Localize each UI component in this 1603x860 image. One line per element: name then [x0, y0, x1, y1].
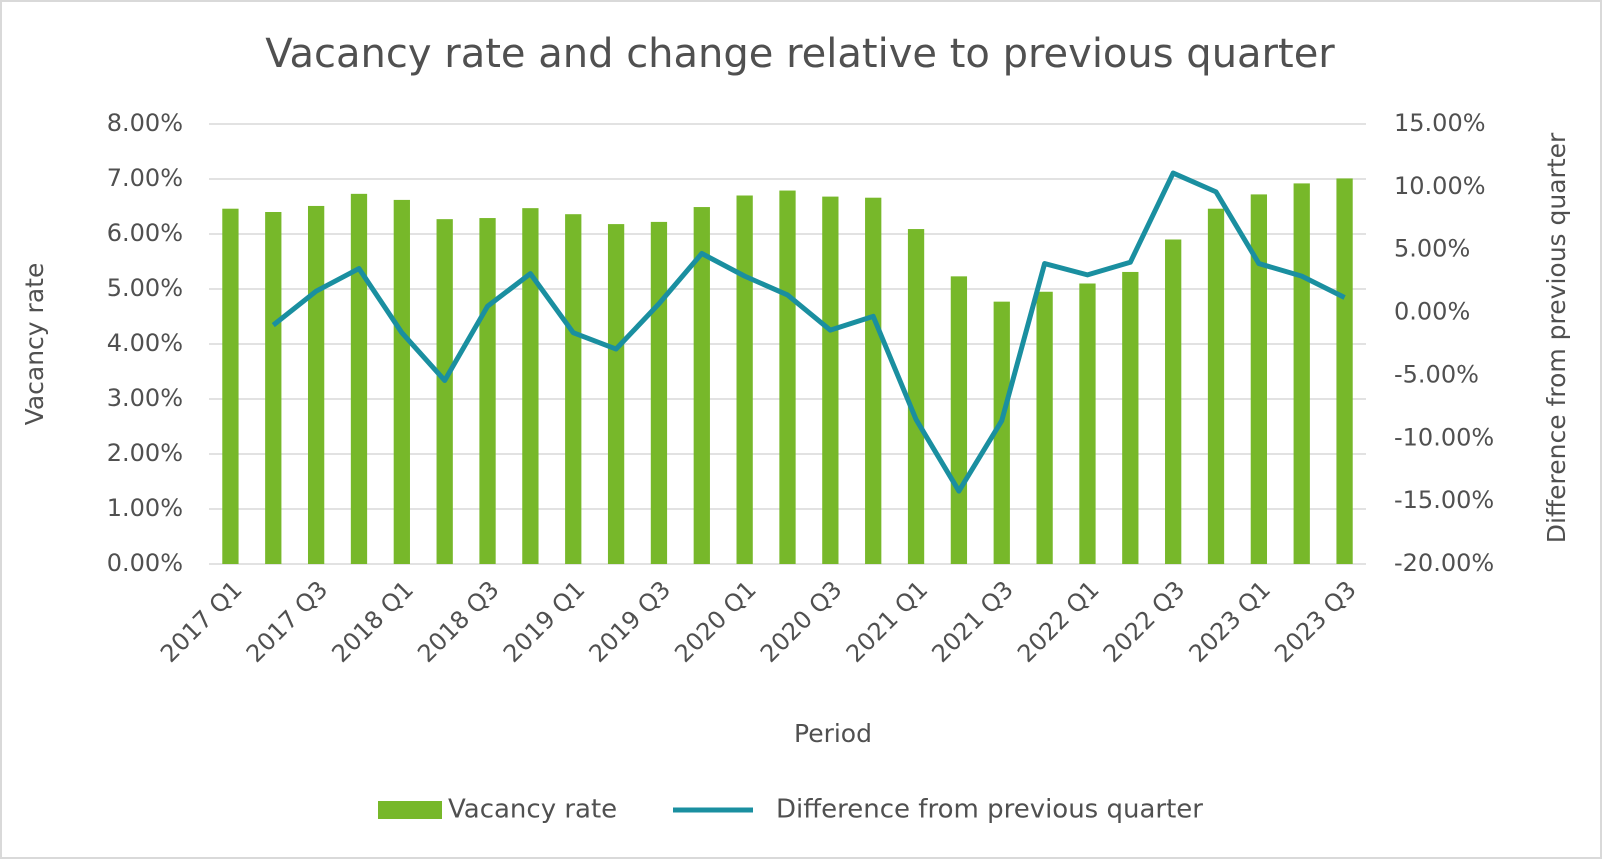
y-tick-label: 0.00% [107, 549, 183, 577]
bar [222, 208, 239, 564]
y2-tick-label: 15.00% [1394, 109, 1486, 137]
chart-title: Vacancy rate and change relative to prev… [265, 31, 1335, 77]
x-axis-title: Period [794, 719, 872, 748]
legend-label: Difference from previous quarter [776, 795, 1203, 825]
bar [479, 218, 496, 565]
bar [1207, 208, 1225, 564]
y2-tick-label: -20.00% [1394, 549, 1494, 577]
bar [1250, 194, 1268, 564]
y2-tick-label: 0.00% [1394, 298, 1470, 326]
bar [822, 196, 839, 564]
bar [1036, 291, 1053, 564]
y-axis-title: Vacancy rate [20, 263, 49, 426]
bar [436, 219, 453, 564]
bar [393, 199, 410, 564]
bar [607, 224, 625, 564]
bar [1336, 178, 1353, 564]
bar [650, 221, 668, 564]
bar [522, 208, 539, 564]
y2-axis-title: Difference from previous quarter [1542, 132, 1571, 543]
y-tick-label: 3.00% [107, 384, 183, 412]
bar [1165, 239, 1182, 564]
bar [736, 195, 753, 564]
y2-tick-label: 10.00% [1394, 172, 1486, 200]
bar [865, 197, 882, 564]
bar [693, 207, 710, 565]
y2-tick-label: 5.00% [1394, 235, 1470, 263]
bar [950, 276, 968, 564]
bar [993, 301, 1010, 564]
bar [1293, 183, 1310, 564]
bar [907, 229, 925, 565]
y2-tick-label: -5.00% [1394, 360, 1479, 388]
bar [779, 190, 796, 565]
y-tick-label: 5.00% [107, 274, 183, 302]
bar [1079, 283, 1096, 564]
bar [265, 212, 282, 564]
legend-swatch [378, 801, 442, 819]
y-tick-label: 2.00% [107, 439, 183, 467]
y2-tick-label: -15.00% [1394, 486, 1494, 514]
bar [350, 193, 368, 564]
line [271, 170, 1346, 494]
y-tick-label: 6.00% [107, 219, 183, 247]
bar [565, 214, 582, 564]
y-tick-label: 7.00% [107, 164, 183, 192]
y2-tick-label: -10.00% [1394, 423, 1494, 451]
bar [1122, 271, 1139, 564]
bar [307, 205, 325, 564]
y-tick-label: 8.00% [107, 109, 183, 137]
y-tick-label: 4.00% [107, 329, 183, 357]
legend-label: Vacancy rate [448, 795, 617, 825]
y-tick-label: 1.00% [107, 494, 183, 522]
